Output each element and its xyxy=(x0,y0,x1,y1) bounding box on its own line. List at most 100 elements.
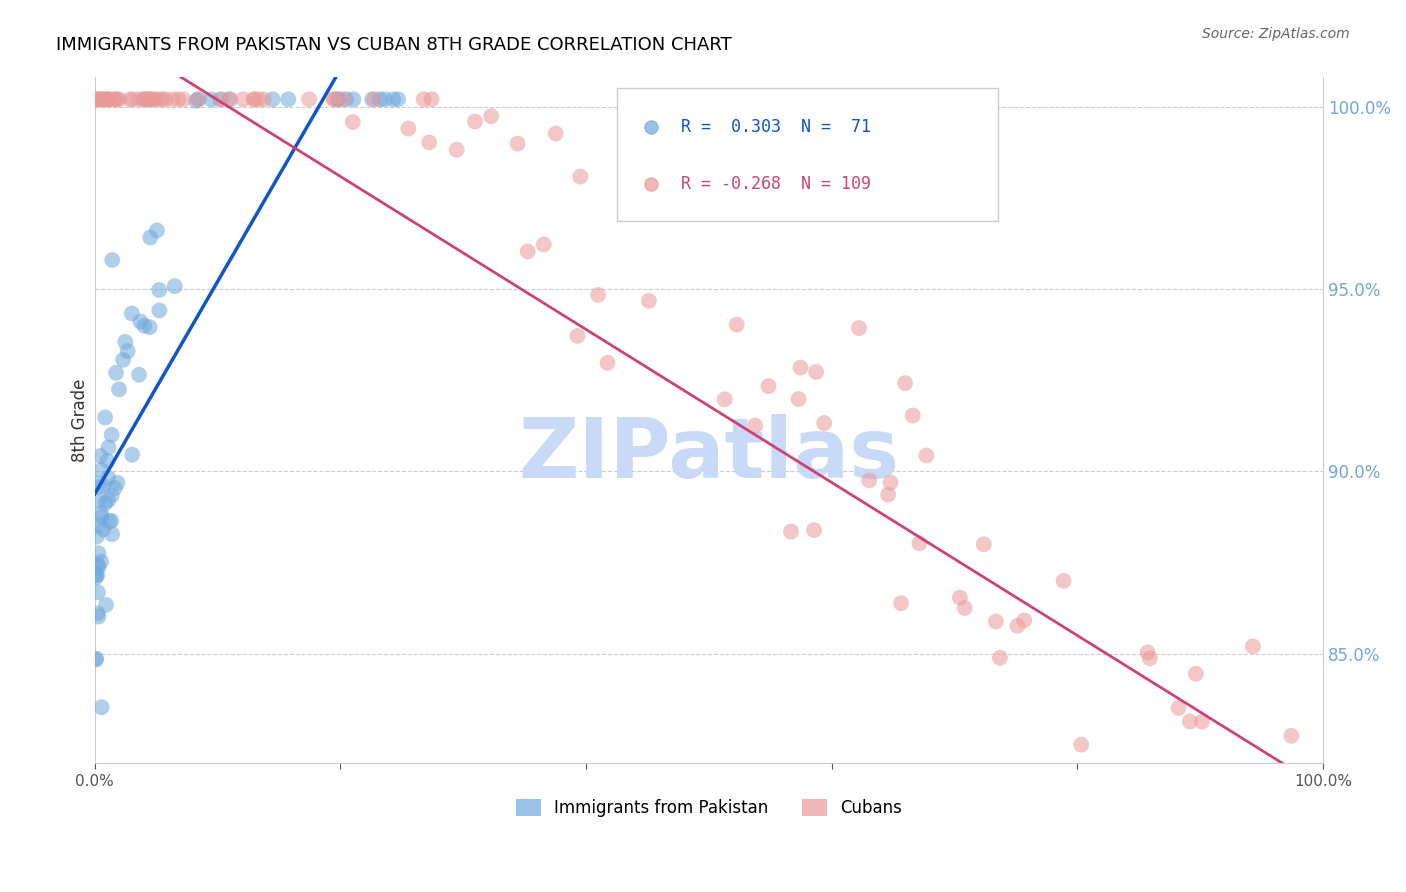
Point xyxy=(163,279,186,293)
Point xyxy=(1012,613,1035,627)
Point xyxy=(789,360,811,375)
Point xyxy=(87,494,110,508)
Point xyxy=(382,92,405,106)
Point xyxy=(184,94,207,108)
Point xyxy=(84,567,107,582)
Point xyxy=(98,92,121,106)
Point xyxy=(87,560,110,574)
Point xyxy=(1195,829,1218,843)
Point xyxy=(1139,651,1161,665)
Point xyxy=(107,475,129,490)
Point xyxy=(108,383,131,397)
Point xyxy=(898,768,921,782)
Point xyxy=(134,92,156,106)
Point xyxy=(218,92,240,106)
Point xyxy=(569,169,592,184)
Point xyxy=(1007,619,1029,633)
Point xyxy=(139,92,162,106)
Y-axis label: 8th Grade: 8th Grade xyxy=(72,378,89,462)
Point xyxy=(94,92,117,106)
Point xyxy=(90,507,112,521)
Point xyxy=(103,92,125,106)
Point xyxy=(567,329,589,343)
Point xyxy=(412,92,434,106)
Point xyxy=(1052,574,1074,588)
Point xyxy=(94,496,117,510)
Point xyxy=(139,92,162,106)
Point xyxy=(342,115,364,129)
Point xyxy=(1070,738,1092,752)
Point xyxy=(335,92,357,106)
Point xyxy=(187,92,209,106)
Point xyxy=(1227,829,1250,843)
Point xyxy=(148,283,170,297)
Point xyxy=(277,92,299,106)
Point xyxy=(90,510,112,524)
Point xyxy=(418,136,440,150)
Text: IMMIGRANTS FROM PAKISTAN VS CUBAN 8TH GRADE CORRELATION CHART: IMMIGRANTS FROM PAKISTAN VS CUBAN 8TH GR… xyxy=(56,36,733,54)
Point xyxy=(128,92,150,106)
Point xyxy=(506,136,529,151)
Point xyxy=(396,121,419,136)
Point xyxy=(97,471,120,485)
Point xyxy=(114,334,136,349)
Point xyxy=(105,92,128,106)
Point xyxy=(105,366,128,380)
Point xyxy=(94,410,117,425)
Point xyxy=(973,537,995,551)
Point xyxy=(132,92,155,106)
Point xyxy=(363,92,385,106)
Point xyxy=(533,237,555,252)
Point xyxy=(108,92,131,106)
Point xyxy=(138,320,160,334)
Point xyxy=(901,409,924,423)
Point xyxy=(86,607,108,621)
Point xyxy=(93,92,115,106)
Point xyxy=(640,665,662,679)
Point xyxy=(90,92,112,106)
Point xyxy=(848,321,870,335)
Point xyxy=(890,596,912,610)
Point xyxy=(1272,829,1295,843)
Point xyxy=(100,489,122,503)
Point xyxy=(104,481,127,495)
Point xyxy=(1301,829,1323,843)
Text: R =  0.303  N =  71: R = 0.303 N = 71 xyxy=(681,119,870,136)
Point xyxy=(858,474,880,488)
Point xyxy=(333,92,356,106)
Point xyxy=(219,92,242,106)
Point xyxy=(89,92,111,106)
Point xyxy=(328,92,350,106)
Point xyxy=(93,479,115,493)
Point xyxy=(342,92,364,106)
Point xyxy=(949,591,972,605)
Point xyxy=(908,536,931,550)
Point xyxy=(516,244,538,259)
Point xyxy=(167,92,190,106)
Point xyxy=(298,92,321,106)
Point xyxy=(387,92,409,106)
Point xyxy=(544,127,567,141)
Point xyxy=(90,700,112,714)
Point xyxy=(90,555,112,569)
Point xyxy=(97,493,120,508)
Point xyxy=(141,92,163,106)
Point xyxy=(91,92,114,106)
Point xyxy=(262,92,284,106)
Point xyxy=(162,92,184,106)
Point xyxy=(242,92,264,106)
Point xyxy=(87,558,110,572)
Point xyxy=(640,366,662,380)
Point xyxy=(101,527,124,541)
Point xyxy=(187,92,209,106)
Point xyxy=(915,449,938,463)
Point xyxy=(1241,640,1264,654)
Point xyxy=(84,570,107,584)
Point xyxy=(104,92,127,106)
Point xyxy=(100,514,122,528)
Point xyxy=(758,379,780,393)
Point xyxy=(1192,819,1215,833)
Point xyxy=(368,92,391,106)
Point xyxy=(97,441,120,455)
Point xyxy=(86,530,108,544)
